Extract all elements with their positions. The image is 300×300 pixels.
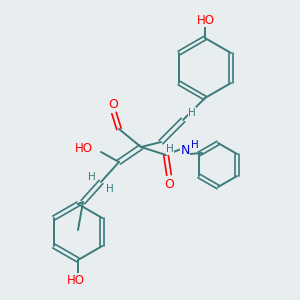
Text: HO: HO — [197, 14, 215, 26]
Text: HO: HO — [75, 142, 93, 155]
Text: O: O — [164, 178, 174, 190]
Text: H: H — [106, 184, 114, 194]
Text: H: H — [166, 144, 174, 154]
Text: HO: HO — [67, 274, 85, 286]
Text: O: O — [108, 98, 118, 110]
Text: N: N — [180, 145, 190, 158]
Text: H: H — [191, 140, 199, 150]
Text: H: H — [188, 108, 196, 118]
Text: H: H — [88, 172, 96, 182]
